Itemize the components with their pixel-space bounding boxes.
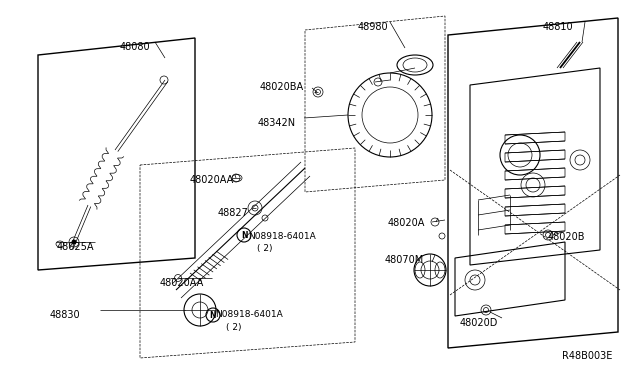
Text: 48827: 48827 — [218, 208, 249, 218]
Text: N: N — [210, 311, 216, 320]
Text: 48020AA: 48020AA — [190, 175, 234, 185]
Text: 48810: 48810 — [543, 22, 573, 32]
Text: 48830: 48830 — [50, 310, 81, 320]
Text: 48020D: 48020D — [460, 318, 499, 328]
Circle shape — [72, 240, 77, 244]
Text: N: N — [241, 231, 247, 240]
Text: 48080: 48080 — [120, 42, 150, 52]
Text: 48020AA: 48020AA — [160, 278, 204, 288]
Text: 48070M: 48070M — [385, 255, 424, 265]
Text: 48980: 48980 — [358, 22, 388, 32]
Text: 48342N: 48342N — [258, 118, 296, 128]
Text: 48025A: 48025A — [57, 242, 95, 252]
Text: 48020A: 48020A — [388, 218, 426, 228]
Text: 48020B: 48020B — [548, 232, 586, 242]
Text: N08918-6401A: N08918-6401A — [215, 310, 283, 319]
Text: ( 2): ( 2) — [226, 323, 241, 332]
Text: N08918-6401A: N08918-6401A — [248, 232, 316, 241]
Text: ( 2): ( 2) — [257, 244, 273, 253]
Text: 48020BA: 48020BA — [260, 82, 304, 92]
Text: R48B003E: R48B003E — [562, 351, 612, 361]
